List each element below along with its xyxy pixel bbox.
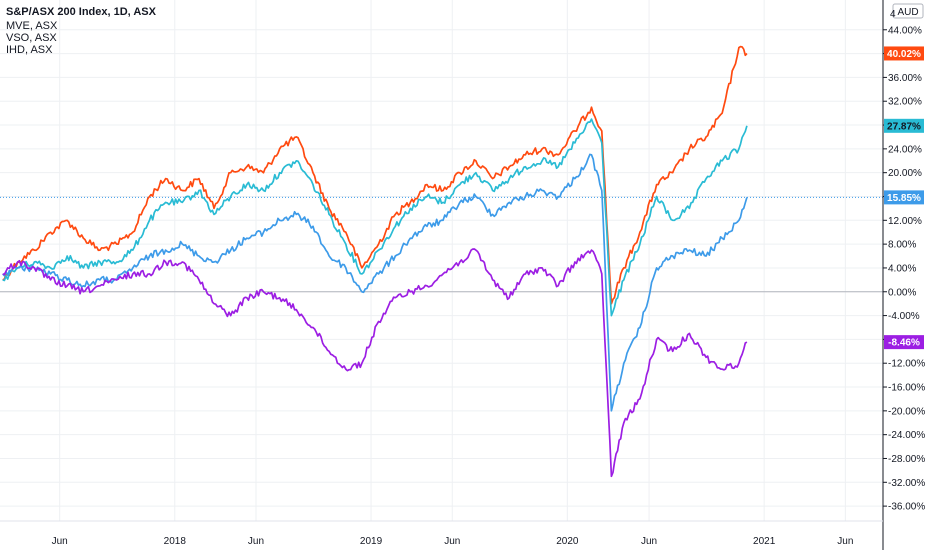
x-tick-label: Jun — [52, 536, 68, 547]
currency-button[interactable]: AUD — [892, 3, 924, 19]
y-tick-label: -12.00% — [888, 359, 925, 370]
x-tick-label: 2018 — [164, 536, 187, 547]
y-tick-label: 32.00% — [888, 97, 922, 108]
legend-compare-ihd[interactable]: IHD, ASX — [6, 44, 53, 56]
y-tick-label: 8.00% — [888, 240, 916, 251]
x-tick-label: 2019 — [360, 536, 383, 547]
y-tick-label: -32.00% — [888, 478, 925, 489]
series-line[interactable] — [2, 248, 748, 478]
y-tick-label: 24.00% — [888, 144, 922, 155]
legend-compare-mve[interactable]: MVE, ASX — [6, 20, 58, 32]
x-tick-label: Jun — [837, 536, 853, 547]
last-value-badge-label: 15.85% — [887, 193, 921, 204]
y-tick-label: 0.00% — [888, 287, 916, 298]
y-tick-label: -24.00% — [888, 430, 925, 441]
top-partial-tick: 4 — [890, 9, 896, 20]
y-tick-label: -20.00% — [888, 406, 925, 417]
x-tick-label: 2021 — [753, 536, 776, 547]
x-tick-label: Jun — [641, 536, 657, 547]
x-tick-label: Jun — [444, 536, 460, 547]
last-value-badges: 40.02% 27.87% 15.85% -8.46% — [884, 46, 924, 350]
x-tick-label: 2020 — [556, 536, 579, 547]
currency-box — [892, 3, 924, 19]
y-tick-label: 4.00% — [888, 263, 916, 274]
last-value-badge — [884, 118, 924, 133]
y-tick-label: 12.00% — [888, 216, 922, 227]
y-tick-label: 44.00% — [888, 25, 922, 36]
legend-main-symbol[interactable]: S&P/ASX 200 Index, 1D, ASX — [6, 6, 157, 18]
series-line[interactable] — [2, 118, 748, 317]
last-value-badge-label: -8.46% — [888, 338, 920, 349]
y-tick-label: -28.00% — [888, 454, 925, 465]
last-value-badge — [884, 335, 924, 350]
series-line[interactable] — [2, 45, 748, 305]
legend-compare-vso[interactable]: VSO, ASX — [6, 32, 57, 44]
legend[interactable]: S&P/ASX 200 Index, 1D, ASX MVE, ASX VSO,… — [6, 6, 157, 56]
y-tick-label: -36.00% — [888, 502, 925, 513]
y-tick-label: -4.00% — [888, 311, 920, 322]
last-value-badge — [884, 190, 924, 205]
time-axis-ticks[interactable]: Jun 2018 Jun 2019 Jun 2020 Jun 2021 Jun — [52, 536, 854, 547]
last-value-badge — [884, 46, 924, 61]
series-line[interactable] — [2, 153, 748, 412]
horizontal-gridlines — [0, 29, 883, 507]
currency-label: AUD — [897, 7, 918, 18]
series-lines[interactable] — [2, 45, 748, 478]
last-value-badge-label: 27.87% — [887, 121, 921, 132]
y-tick-label: 36.00% — [888, 73, 922, 84]
last-value-badge-label: 40.02% — [887, 49, 921, 60]
x-tick-label: Jun — [248, 536, 264, 547]
y-tick-label: -16.00% — [888, 383, 925, 394]
y-tick-label: 20.00% — [888, 168, 922, 179]
